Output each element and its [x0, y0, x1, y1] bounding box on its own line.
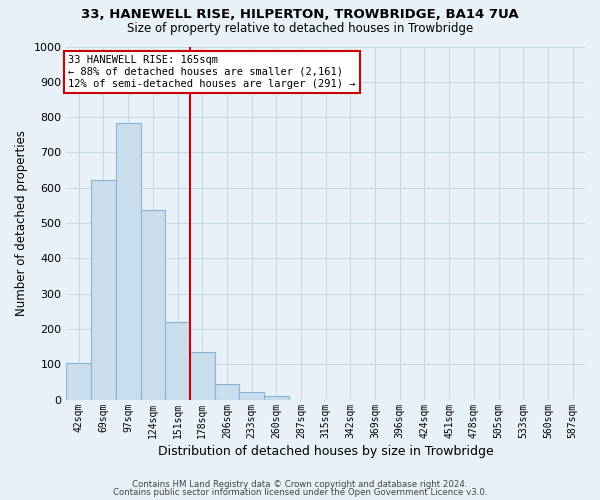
Bar — [116, 123, 140, 400]
Bar — [165, 322, 190, 400]
Text: Contains public sector information licensed under the Open Government Licence v3: Contains public sector information licen… — [113, 488, 487, 497]
Bar — [67, 363, 91, 400]
Text: 33 HANEWELL RISE: 165sqm
← 88% of detached houses are smaller (2,161)
12% of sem: 33 HANEWELL RISE: 165sqm ← 88% of detach… — [68, 56, 356, 88]
X-axis label: Distribution of detached houses by size in Trowbridge: Distribution of detached houses by size … — [158, 444, 494, 458]
Y-axis label: Number of detached properties: Number of detached properties — [15, 130, 28, 316]
Text: Size of property relative to detached houses in Trowbridge: Size of property relative to detached ho… — [127, 22, 473, 35]
Bar — [190, 352, 215, 400]
Text: Contains HM Land Registry data © Crown copyright and database right 2024.: Contains HM Land Registry data © Crown c… — [132, 480, 468, 489]
Bar — [264, 396, 289, 400]
Bar — [140, 210, 165, 400]
Text: 33, HANEWELL RISE, HILPERTON, TROWBRIDGE, BA14 7UA: 33, HANEWELL RISE, HILPERTON, TROWBRIDGE… — [81, 8, 519, 20]
Bar — [91, 180, 116, 400]
Bar — [239, 392, 264, 400]
Bar — [215, 384, 239, 400]
